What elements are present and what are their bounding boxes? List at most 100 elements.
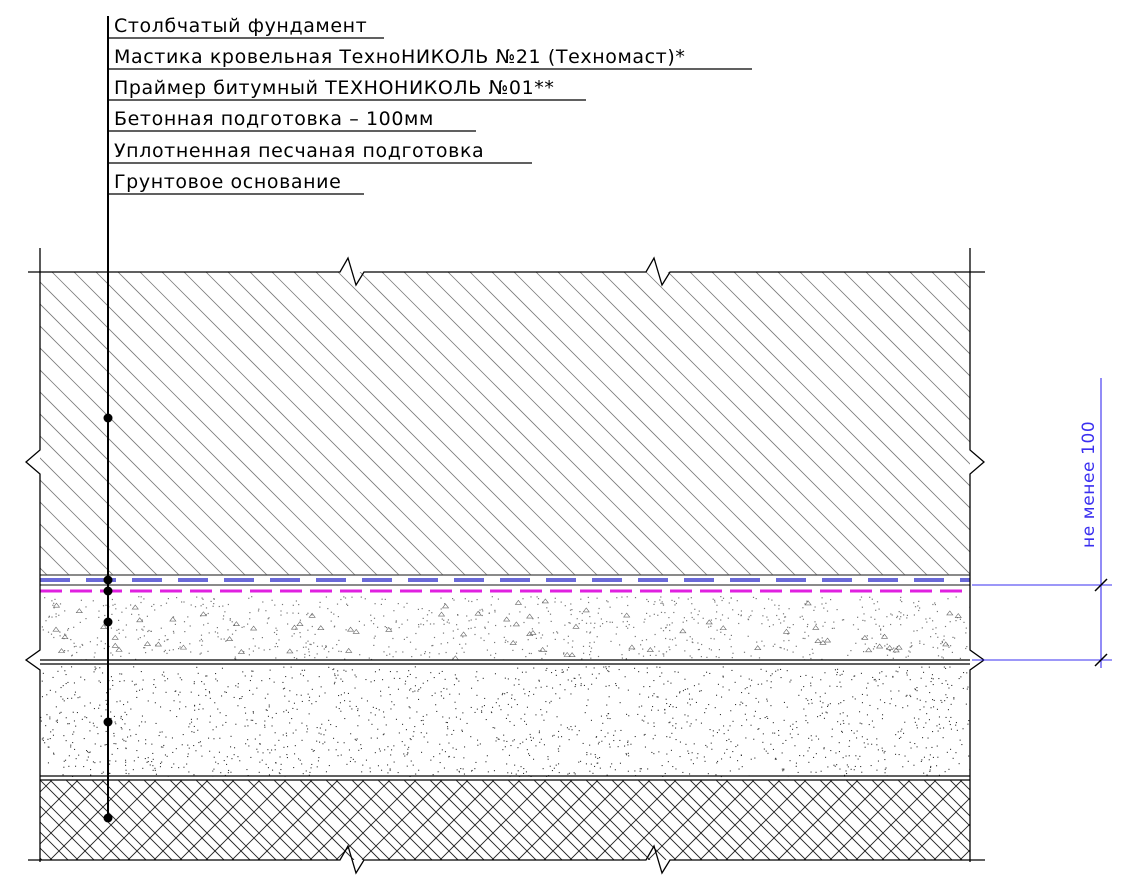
sand-dot: [244, 675, 246, 677]
speckle-dot: [537, 617, 539, 619]
sand-dot: [823, 747, 825, 749]
soil-hatch-line: [1116, 780, 1129, 860]
sand-dot: [136, 750, 138, 752]
speckle-dot: [689, 655, 691, 657]
aggregate-mark: [75, 608, 83, 614]
sand-dot: [74, 694, 76, 696]
speckle-dot: [307, 629, 309, 631]
sand-dot: [438, 672, 440, 674]
sand-dot: [838, 703, 840, 705]
speckle-dot: [52, 604, 54, 606]
sand-dot: [250, 756, 252, 758]
sand-dot: [586, 754, 588, 756]
sand-dot: [167, 678, 169, 680]
sand-dot: [627, 744, 629, 746]
sand-dot: [890, 690, 892, 692]
soil-hatch-line: [959, 780, 970, 791]
speckle-dot: [252, 650, 254, 652]
sand-dot: [568, 666, 570, 668]
speckle-dot: [463, 651, 465, 653]
speckle-dot: [54, 598, 56, 600]
sand-dot: [936, 708, 938, 710]
sand-dot: [614, 730, 616, 732]
speckle-dot: [578, 623, 580, 625]
sand-dot: [652, 695, 654, 697]
sand-dot: [333, 683, 335, 685]
sand-dot: [48, 746, 50, 748]
speckle-dot: [918, 600, 920, 602]
sand-dot: [726, 740, 728, 742]
sand-dot: [555, 764, 557, 766]
speckle-dot: [763, 645, 765, 647]
sand-dot: [209, 697, 211, 699]
sand-dot: [378, 748, 380, 750]
speckle-dot: [136, 629, 138, 631]
sand-dot: [325, 729, 327, 731]
sand-dot: [193, 681, 195, 683]
sand-dot: [770, 743, 772, 745]
sand-dot: [800, 675, 802, 677]
sand-dot: [151, 743, 153, 745]
sand-dot: [163, 671, 165, 673]
speckle-dot: [627, 604, 629, 607]
sand-dot: [481, 710, 483, 712]
speckle-dot: [627, 627, 629, 629]
speckle-dot: [80, 599, 82, 601]
sand-dot: [587, 688, 589, 690]
sand-dot: [744, 688, 746, 690]
speckle-dot: [476, 599, 478, 601]
speckle-dot: [75, 645, 77, 647]
soil-hatch-line: [933, 780, 970, 817]
sand-dot: [772, 722, 774, 724]
sand-dot: [50, 731, 52, 733]
sand-dot: [759, 718, 761, 720]
sand-dot: [562, 671, 564, 673]
speckle-dot: [200, 605, 202, 607]
speckle-dot: [568, 622, 570, 624]
speckle-dot: [729, 638, 731, 640]
soil-hatch-line: [621, 780, 703, 860]
sand-dot: [299, 759, 301, 761]
hatch-line: [843, 272, 970, 399]
sand-dot: [318, 732, 320, 734]
speckle-dot: [478, 611, 481, 614]
speckle-dot: [906, 614, 908, 616]
speckle-dot: [452, 637, 455, 639]
sand-dot: [187, 744, 189, 746]
speckle-dot: [965, 632, 967, 634]
sand-dot: [541, 714, 543, 716]
sand-dot: [596, 762, 598, 764]
sand-dot: [953, 697, 955, 699]
speckle-dot: [121, 611, 123, 613]
speckle-dot: [872, 648, 875, 650]
sand-dot: [503, 734, 505, 736]
sand-dot: [558, 772, 560, 774]
sand-dot: [448, 756, 450, 758]
speckle-dot: [445, 651, 447, 654]
sand-dot: [311, 763, 313, 765]
sand-dot: [848, 723, 850, 725]
speckle-dot: [905, 656, 907, 658]
sand-dot: [750, 758, 752, 760]
speckle-dot: [333, 613, 335, 615]
sand-dot: [821, 712, 823, 714]
sand-dot: [705, 708, 707, 710]
sand-dot: [178, 694, 180, 696]
speckle-dot: [252, 638, 254, 640]
sand-dot: [94, 669, 96, 671]
sand-dot: [706, 671, 708, 673]
speckle-dot: [833, 621, 835, 623]
speckle-dot: [686, 620, 688, 622]
sand-dot: [284, 695, 286, 697]
sand-dot: [945, 716, 947, 718]
sand-dot: [189, 723, 191, 725]
sand-dot: [836, 671, 838, 673]
sand-dot: [928, 719, 930, 721]
sand-dot: [580, 760, 582, 762]
sand-dot: [821, 706, 823, 708]
sand-dot: [528, 695, 530, 697]
speckle-dot: [697, 614, 699, 616]
sand-dot: [67, 723, 69, 725]
speckle-dot: [792, 624, 794, 626]
sand-dot: [618, 669, 620, 671]
